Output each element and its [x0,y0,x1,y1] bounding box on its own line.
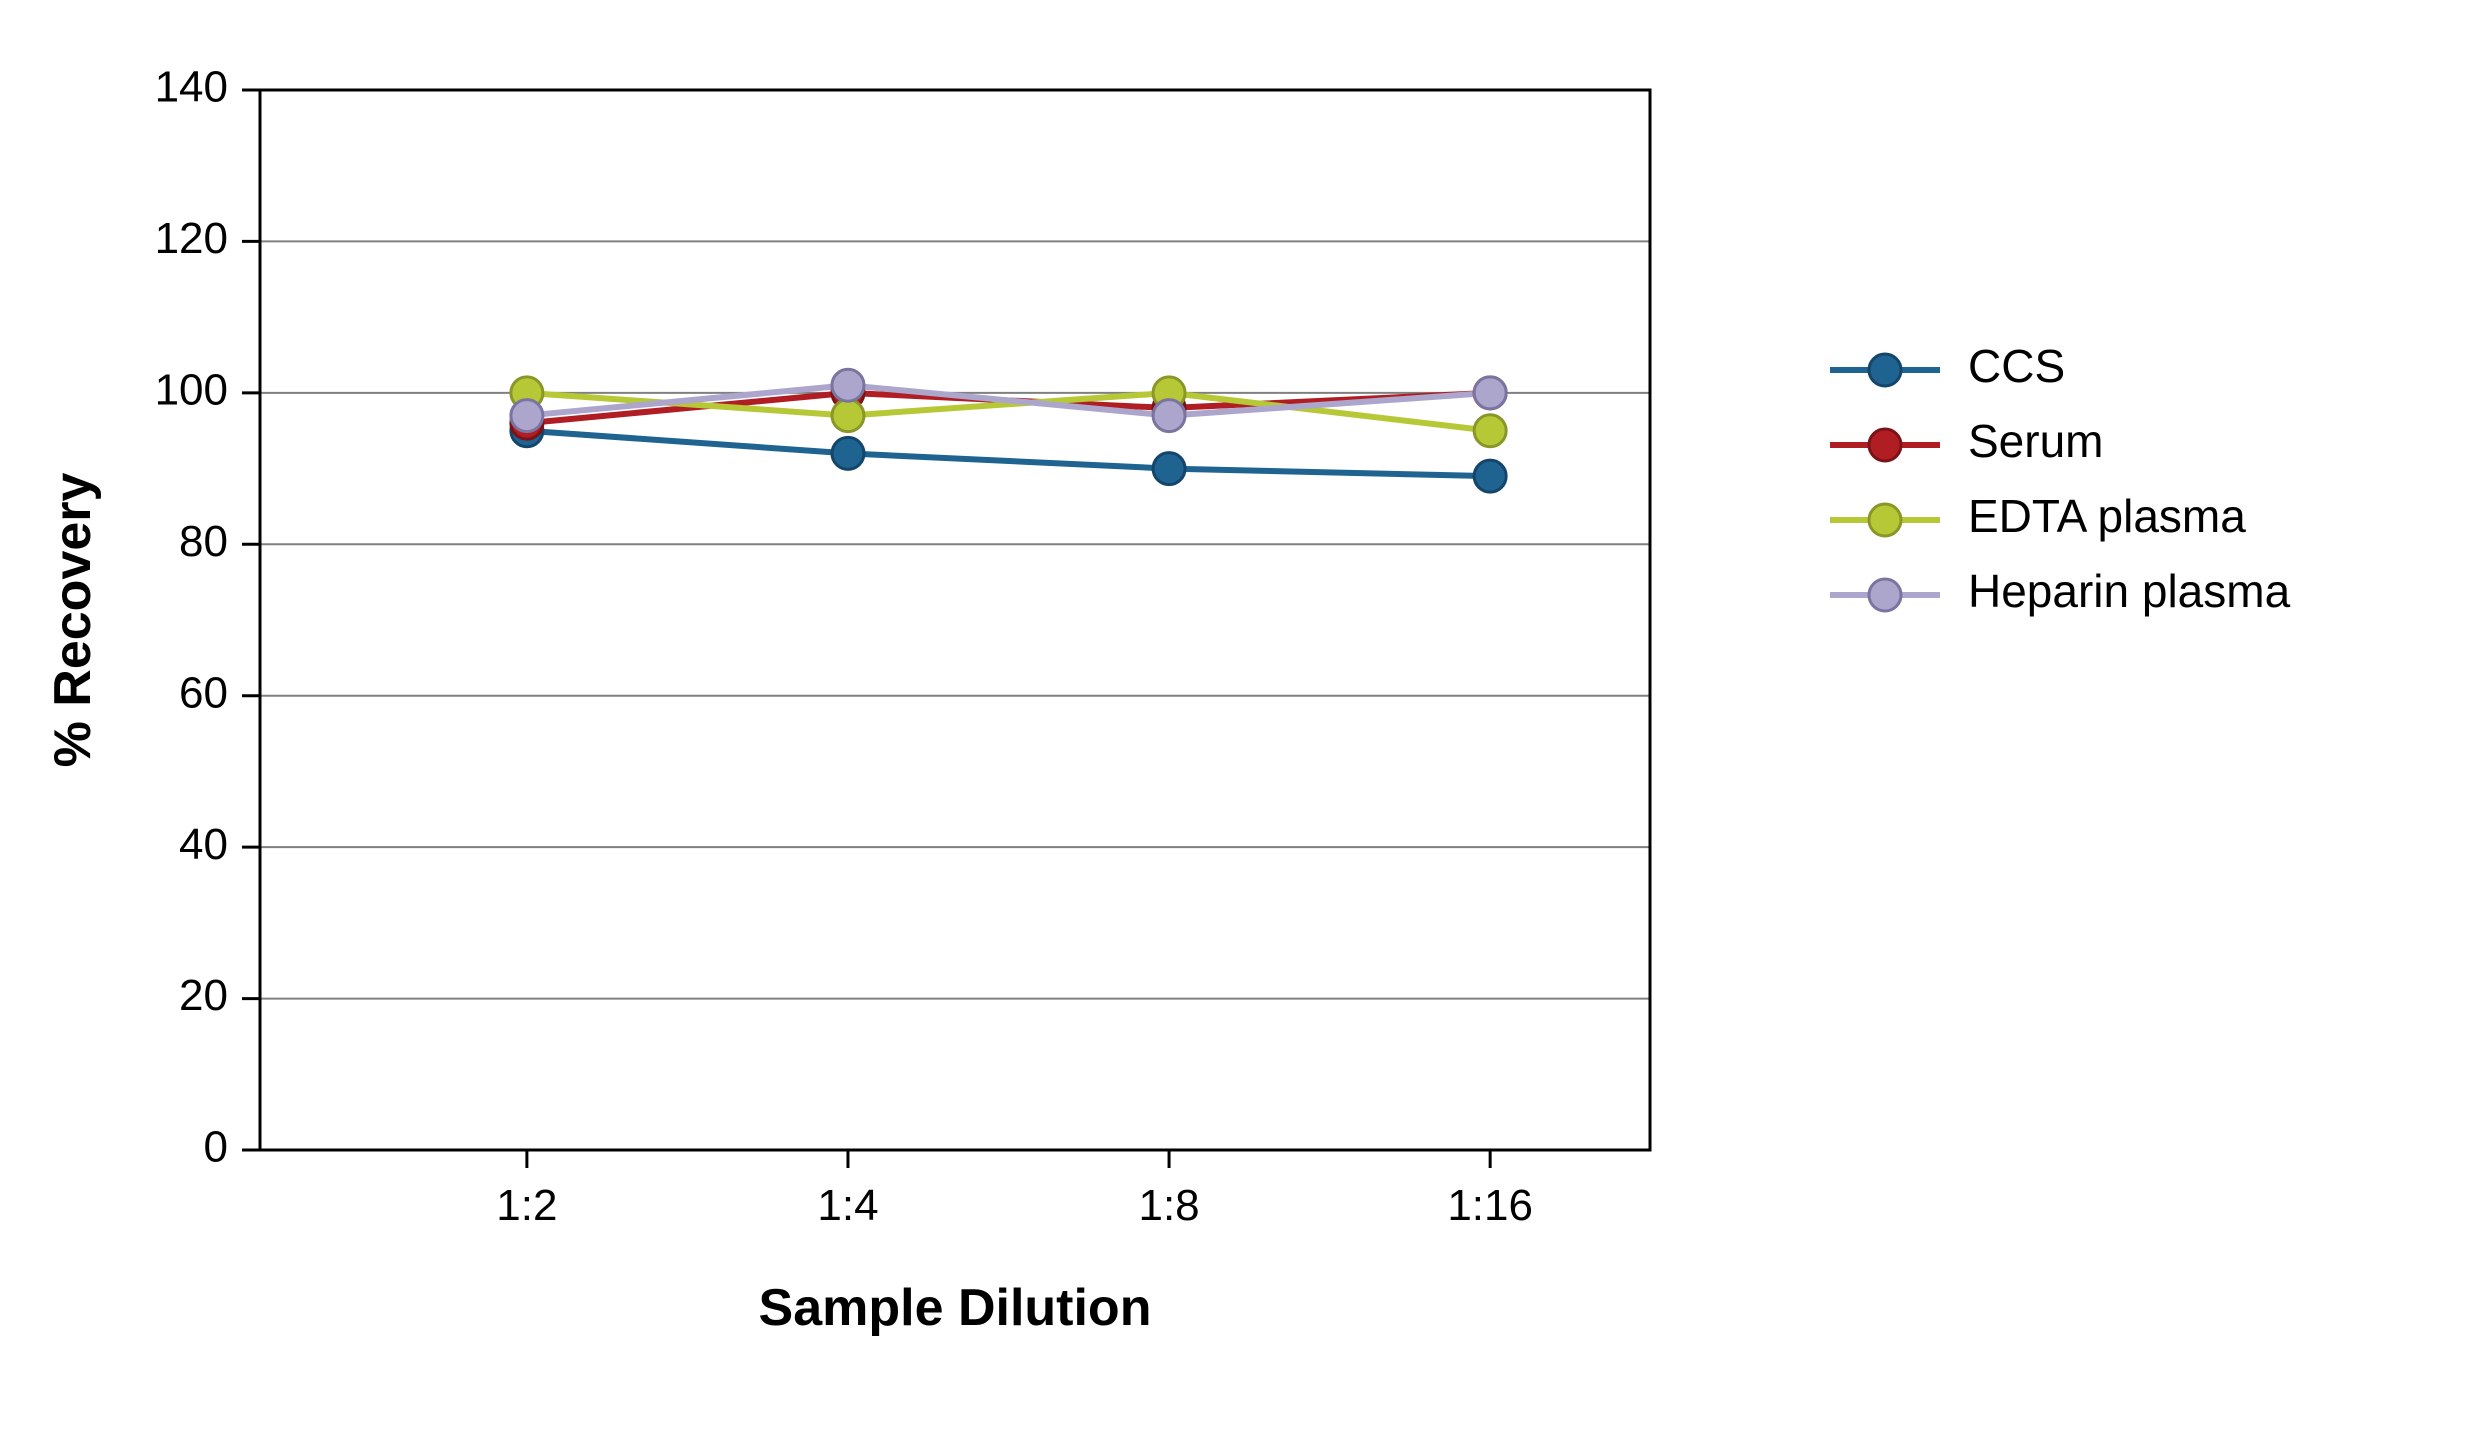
series-marker [832,437,864,469]
y-axis-title: % Recovery [44,473,102,768]
y-tick-label: 40 [179,820,228,869]
legend-label: CCS [1968,340,2065,392]
x-tick-label: 1:2 [496,1181,557,1230]
y-tick-label: 100 [155,365,228,414]
y-tick-label: 140 [155,63,228,112]
series-marker [511,400,543,432]
series-marker [1474,415,1506,447]
x-tick-label: 1:8 [1138,1181,1199,1230]
x-axis-title: Sample Dilution [759,1279,1152,1337]
x-tick-label: 1:4 [817,1181,878,1230]
series-marker [1474,377,1506,409]
legend-swatch-marker [1869,504,1901,536]
legend-swatch-marker [1869,429,1901,461]
legend-swatch-marker [1869,579,1901,611]
y-tick-label: 20 [179,971,228,1020]
series-marker [1153,453,1185,485]
legend-label: EDTA plasma [1968,490,2246,542]
recovery-line-chart: 0 20 40 60 80 100 120 140 1:2 1:4 1:8 1:16 % Recover… [0,0,2491,1455]
y-tick-label: 0 [204,1123,228,1172]
series-marker [1153,400,1185,432]
series-marker [832,369,864,401]
series-marker [1474,460,1506,492]
legend-label: Serum [1968,415,2103,467]
legend-swatch-marker [1869,354,1901,386]
series-marker [832,400,864,432]
y-tick-label: 60 [179,668,228,717]
x-tick-label: 1:16 [1447,1181,1533,1230]
y-tick-label: 120 [155,214,228,263]
y-tick-label: 80 [179,517,228,566]
legend-label: Heparin plasma [1968,565,2291,617]
